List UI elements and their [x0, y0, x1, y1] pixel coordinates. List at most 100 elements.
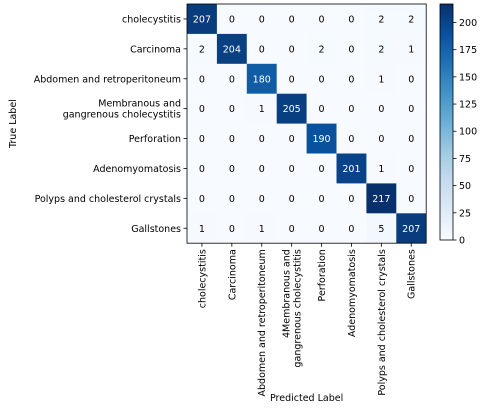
x-tick-label: 4Membranous and — [282, 249, 293, 338]
cell-value-label: 0 — [229, 14, 235, 25]
heatmap-cell — [366, 123, 397, 154]
heatmap-cell — [396, 33, 427, 65]
cell-value-label: 0 — [289, 74, 295, 85]
heatmap-cell — [396, 153, 427, 184]
heatmap-cell — [276, 4, 307, 35]
y-tick-label: Membranous and — [98, 99, 181, 110]
y-tick-label: Polyps and cholesterol crystals — [35, 194, 181, 205]
heatmap-cell — [336, 93, 367, 124]
y-tick-label: Gallstones — [131, 224, 181, 235]
heatmap-cell — [396, 63, 427, 94]
heatmap-cell — [276, 63, 307, 94]
cell-value-label: 0 — [408, 164, 414, 175]
heatmap-cell — [276, 213, 307, 244]
cell-value-label: 0 — [348, 74, 354, 85]
heatmap-cell — [246, 213, 277, 244]
colorbar-tick-label: 25 — [459, 208, 471, 219]
heatmap-cell — [306, 63, 337, 94]
cell-value-label: 0 — [199, 134, 205, 145]
cell-value-label: 204 — [223, 44, 241, 55]
colorbar-tick-label: 50 — [459, 181, 471, 192]
heatmap-cell — [187, 93, 218, 124]
heatmap-cell — [216, 153, 248, 184]
cell-value-label: 0 — [319, 74, 325, 85]
cell-value-label: 201 — [342, 164, 360, 175]
cell-value-label: 0 — [199, 104, 205, 115]
cell-value-label: 1 — [408, 44, 414, 55]
cell-value-label: 0 — [348, 194, 354, 205]
cell-value-label: 2 — [199, 44, 205, 55]
heatmap-cell — [187, 213, 218, 244]
cell-value-label: 0 — [289, 164, 295, 175]
heatmap-cell — [187, 4, 218, 35]
heatmap-cell — [216, 213, 248, 244]
cell-value-label: 217 — [372, 194, 390, 205]
heatmap-cell — [336, 183, 367, 214]
heatmap-cell — [396, 183, 427, 214]
heatmap-cell — [276, 33, 307, 65]
colorbar-tick-label: 125 — [459, 100, 477, 111]
x-tick-label: Abdomen and retroperitoneum — [257, 249, 268, 396]
x-tick-label: Perforation — [317, 249, 328, 301]
heatmap-cell — [366, 93, 397, 124]
heatmap-cell — [366, 63, 397, 94]
cell-value-label: 0 — [319, 104, 325, 115]
x-tick-label: gangrenous cholecystitis — [293, 249, 304, 367]
heatmap-cell — [336, 4, 367, 35]
y-tick-label: Abdomen and retroperitoneum — [34, 74, 181, 85]
cell-value-label: 0 — [348, 44, 354, 55]
x-tick-label: Polyps and cholesterol crystals — [377, 249, 388, 395]
heatmap-cell — [306, 33, 337, 65]
colorbar-tick-label: 175 — [459, 45, 477, 56]
colorbar-axis: 0 25 50 75 100 125 150 175 200 — [453, 18, 477, 247]
heatmap-cell — [246, 153, 277, 184]
colorbar-tick-label: 200 — [459, 18, 477, 29]
heatmap-cell — [187, 153, 218, 184]
cell-value-label: 205 — [283, 104, 301, 115]
heatmap-cell — [216, 183, 248, 214]
heatmap-cell — [396, 4, 427, 35]
cell-value-label: 0 — [199, 194, 205, 205]
y-tick-label: cholecystitis — [122, 14, 181, 25]
cell-value-label: 0 — [378, 134, 384, 145]
heatmap-cell — [246, 93, 277, 124]
heatmap-cell — [246, 183, 277, 214]
heatmap-cell — [276, 93, 307, 124]
x-axis: cholecystitis Carcinoma Abdomen and retrop… — [197, 243, 418, 396]
cell-value-label: 5 — [378, 224, 384, 235]
cell-value-label: 1 — [378, 164, 384, 175]
cell-value-label: 1 — [259, 224, 265, 235]
heatmap-cell — [336, 63, 367, 94]
heatmap-cells: 207 0 0 0 0 0 2 2 2 204 0 0 2 0 2 1 0 0 180 0 0 0 1 0 0 0 1 205 0 0 0 0… — [187, 4, 427, 244]
cell-value-label: 0 — [408, 104, 414, 115]
heatmap-cell — [187, 183, 218, 214]
colorbar-tick-label: 150 — [459, 72, 477, 83]
heatmap-cell — [396, 123, 427, 154]
cell-value-label: 207 — [193, 14, 211, 25]
cell-value-label: 0 — [348, 134, 354, 145]
heatmap-cell — [246, 63, 277, 94]
cell-value-label: 0 — [289, 134, 295, 145]
cell-value-label: 0 — [289, 194, 295, 205]
x-tick-label: Adenomyomatosis — [347, 249, 358, 337]
heatmap-cell — [396, 213, 427, 244]
cell-value-label: 0 — [408, 74, 414, 85]
heatmap-cell — [306, 213, 337, 244]
colorbar-tick-label: 75 — [459, 154, 471, 165]
heatmap-cell — [216, 33, 248, 65]
cell-value-label: 0 — [319, 224, 325, 235]
cell-value-label: 0 — [229, 194, 235, 205]
cell-value-label: 0 — [199, 74, 205, 85]
cell-value-label: 0 — [319, 194, 325, 205]
heatmap-cell — [216, 4, 248, 35]
cell-value-label: 2 — [408, 14, 414, 25]
cell-value-label: 0 — [348, 224, 354, 235]
heatmap-cell — [187, 33, 218, 65]
cell-value-label: 1 — [199, 224, 205, 235]
x-tick-label: Gallstones — [407, 249, 418, 299]
y-tick-label: Adenomyomatosis — [93, 164, 181, 175]
x-axis-title: Predicted Label — [270, 393, 343, 404]
heatmap-cell — [306, 183, 337, 214]
cell-value-label: 0 — [348, 14, 354, 25]
